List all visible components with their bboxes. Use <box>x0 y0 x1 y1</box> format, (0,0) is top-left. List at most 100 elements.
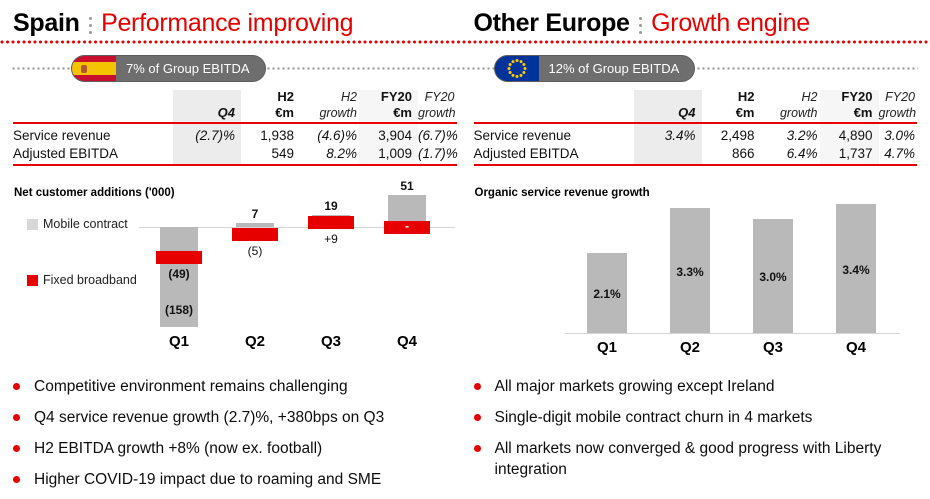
bar-q4 <box>836 204 876 333</box>
net-customer-additions-chart: Net customer additions ('000) Mobile con… <box>13 179 457 359</box>
bullet-icon <box>13 445 20 452</box>
bullet-icon <box>13 383 20 390</box>
spain-section: Spain Performance improving 7% of Group … <box>13 0 458 499</box>
bullet-item: H2 EBITDA growth +8% (now ex. football) <box>13 438 457 459</box>
col-header-fy20-unit: €m <box>819 106 879 124</box>
col-header-h2-growth: H2 <box>801 90 818 104</box>
bar-mobile-contract-q1 <box>160 227 198 327</box>
service-revenue-h2-growth: (4.6)% <box>317 128 357 143</box>
service-revenue-h2-growth: 3.2% <box>786 128 818 143</box>
row-label: Adjusted EBITDA <box>13 143 173 166</box>
service-revenue-h2: 1,938 <box>260 128 294 143</box>
red-dotted-divider <box>0 40 930 44</box>
spain-badge-row: 7% of Group EBITDA <box>13 40 457 86</box>
category-label-q4: Q4 <box>396 333 417 350</box>
category-label-q3: Q3 <box>762 339 783 356</box>
service-revenue-fy20: 4,890 <box>819 123 879 143</box>
eu-flag-icon <box>494 56 539 81</box>
other-europe-section: Other Europe Growth engine <box>473 0 918 499</box>
spain-flag-icon <box>72 56 116 81</box>
bullet-item: Competitive environment remains challeng… <box>13 376 457 397</box>
col-header-h2-growth-unit: growth <box>300 106 359 124</box>
col-header-q4: Q4 <box>173 106 241 124</box>
bullet-item: Single-digit mobile contract churn in 4 … <box>473 407 918 428</box>
adjusted-ebitda-q4 <box>633 143 702 166</box>
bullet-icon <box>13 476 20 483</box>
bar-value-label: (5) <box>247 244 263 258</box>
other-europe-bullet-list: All major markets growing except Ireland… <box>473 376 918 480</box>
adjusted-ebitda-fy20-growth: 4.7% <box>878 143 917 166</box>
bullet-icon <box>473 414 481 421</box>
organic-service-revenue-growth-chart: Organic service revenue growth 2.1% Q1 3.3… <box>474 181 918 359</box>
col-header-fy20-growth: FY20 <box>424 90 455 104</box>
category-label-q1: Q1 <box>168 333 189 350</box>
adjusted-ebitda-fy20-growth: (1.7)% <box>418 143 458 166</box>
service-revenue-fy20: 3,904 <box>359 123 418 143</box>
col-header-q4: Q4 <box>633 106 702 124</box>
bar-value-label: 19 <box>324 199 338 213</box>
bar-value-label: (49) <box>168 267 190 281</box>
row-label: Service revenue <box>473 128 572 143</box>
service-revenue-q4: (2.7)% <box>173 123 241 143</box>
chart-title: Organic service revenue growth <box>474 187 650 199</box>
adjusted-ebitda-h2-growth: 8.2% <box>300 143 359 166</box>
bullet-icon <box>473 445 481 452</box>
col-header-fy20-growth: FY20 <box>885 90 915 104</box>
col-header-h2: H2 <box>737 89 755 104</box>
category-label-q3: Q3 <box>320 333 341 350</box>
baseline-axis <box>564 333 900 334</box>
category-label-q4: Q4 <box>845 339 866 356</box>
section-title-spain: Spain <box>13 9 80 37</box>
bar-fixed-broadband-q2 <box>232 228 278 241</box>
legend-swatch-mobile-contract <box>27 218 38 230</box>
legend-swatch-fixed-broadband <box>27 274 38 286</box>
bar-value-label: +9 <box>324 232 338 246</box>
other-europe-badge-row: 12% of Group EBITDA <box>474 40 918 86</box>
service-revenue-h2: 2,498 <box>720 128 755 143</box>
bar-value-label: 3.4% <box>842 262 870 277</box>
col-header-fy20: FY20 <box>819 90 879 106</box>
col-header-h2: H2 <box>277 89 294 104</box>
bullet-item: All major markets growing except Ireland <box>473 376 918 397</box>
bar-value-label: 3.3% <box>676 264 704 279</box>
legend-label: Fixed broadband <box>43 273 137 287</box>
col-header-h2-unit: €m <box>701 106 761 124</box>
section-tagline-spain: Performance improving <box>101 9 354 37</box>
bullet-item: Higher COVID-19 impact due to roaming an… <box>13 469 457 490</box>
title-colon-separator-icon <box>638 16 643 35</box>
bar-value-label: 51 <box>400 179 414 193</box>
col-header-h2-unit: €m <box>241 106 300 124</box>
table-row-service-revenue: Service revenue (2.7)% 1,938 (4.6)% 3,90… <box>13 123 458 143</box>
section-tagline-other-europe: Growth engine <box>651 9 810 37</box>
other-europe-title-row: Other Europe Growth engine <box>474 0 918 40</box>
bar-mobile-contract-q2 <box>236 223 274 227</box>
adjusted-ebitda-fy20: 1,737 <box>819 143 879 166</box>
adjusted-ebitda-h2: 866 <box>701 143 761 166</box>
bar-value-label: 2.1% <box>593 287 621 301</box>
table-row-service-revenue: Service revenue 3.4% 2,498 3.2% 4,890 3.… <box>474 123 918 143</box>
bar-q3 <box>753 219 793 333</box>
col-header-fy20: FY20 <box>359 90 418 106</box>
bar-q2 <box>670 208 710 333</box>
bullet-item: Q4 service revenue growth (2.7)%, +380bp… <box>13 407 457 428</box>
table-row-adjusted-ebitda: Adjusted EBITDA 866 6.4% 1,737 4.7% <box>473 143 917 166</box>
adjusted-ebitda-fy20: 1,009 <box>359 143 418 166</box>
bar-value-label: 3.0% <box>759 270 787 284</box>
legend-label: Mobile contract <box>43 217 128 231</box>
row-label: Service revenue <box>13 128 111 143</box>
col-header-fy20-growth-unit: growth <box>418 106 457 124</box>
section-title-other-europe: Other Europe <box>473 9 630 37</box>
spain-kpi-table: H2 H2 FY20 FY20 Q4 €m growth €m growth <box>13 89 458 166</box>
legend-item-fixed-broadband: Fixed broadband <box>27 273 137 287</box>
spain-title-row: Spain Performance improving <box>13 0 457 40</box>
other-europe-ebitda-badge: 12% of Group EBITDA <box>493 55 696 82</box>
spain-ebitda-badge: 7% of Group EBITDA <box>71 55 266 82</box>
service-revenue-q4: 3.4% <box>633 123 702 143</box>
category-label-q1: Q1 <box>596 339 617 356</box>
adjusted-ebitda-h2-growth: 6.4% <box>760 143 820 166</box>
baseline-axis <box>139 227 455 228</box>
legend-item-mobile-contract: Mobile contract <box>27 217 128 231</box>
adjusted-ebitda-q4 <box>173 143 241 166</box>
row-label: Adjusted EBITDA <box>473 143 634 166</box>
